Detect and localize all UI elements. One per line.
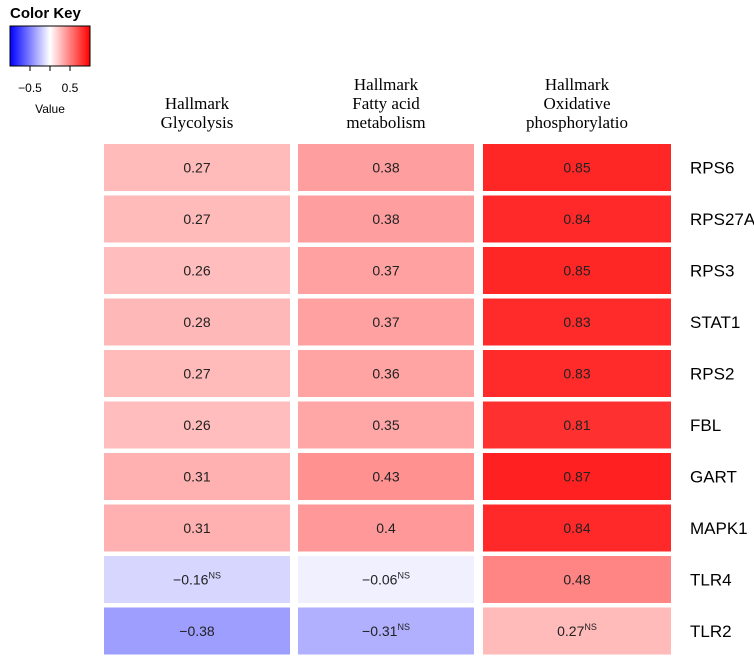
heatmap-cell (104, 298, 290, 346)
heatmap-cell (104, 607, 290, 655)
cell-value-label: 0.4 (376, 520, 396, 536)
heatmap-cell (104, 195, 290, 243)
heatmap-cell (298, 350, 474, 397)
cell-value-label: 0.36 (372, 366, 399, 382)
column-header-line: Hallmark (165, 94, 230, 113)
column-header-line: Oxidative (543, 94, 610, 113)
heatmap-cell (483, 350, 671, 397)
cell-significance-superscript: NS (208, 571, 221, 581)
color-key-value-label: Value (35, 102, 65, 116)
heatmap-cell (483, 247, 671, 294)
cell-value-label: 0.81 (563, 417, 590, 433)
cell-value-label: 0.26 (183, 417, 210, 433)
heatmap-cell (298, 453, 474, 500)
heatmap-cell (104, 504, 290, 552)
heatmap-cell (298, 195, 474, 243)
row-label: TLR2 (690, 622, 732, 641)
heatmap-cell (483, 453, 671, 500)
column-header-line: Hallmark (354, 75, 419, 94)
row-label: RPS2 (690, 365, 734, 384)
cell-value-label: 0.84 (563, 211, 590, 227)
row-label: RPS27A (690, 210, 754, 229)
heatmap-cell (104, 401, 290, 449)
color-key-gradient (9, 25, 91, 67)
cell-value-label: 0.48 (563, 572, 590, 588)
row-label: FBL (690, 416, 721, 435)
column-header-line: Hallmark (545, 75, 610, 94)
row-label: GART (690, 468, 737, 487)
cell-value-label: 0.27 (183, 211, 210, 227)
color-key-tick-label: 0.5 (62, 81, 79, 95)
color-key: Color Key −0.5 0.5 Value (9, 5, 91, 116)
cell-value-label: 0.27 (183, 160, 210, 176)
color-key-title: Color Key (10, 5, 82, 22)
cell-value-label: 0.35 (372, 417, 399, 433)
heatmap-cell (298, 247, 474, 294)
cell-value-label: 0.26 (183, 263, 210, 279)
cell-value-label: 0.38 (372, 160, 399, 176)
cell-value-label: 0.87 (563, 469, 590, 485)
cell-value-label: 0.31 (183, 520, 210, 536)
heatmap-cell (104, 247, 290, 294)
heatmap-cell (483, 298, 671, 346)
heatmap-cell (104, 453, 290, 500)
cell-value-label: 0.83 (563, 366, 590, 382)
cell-value-label: 0.43 (372, 469, 399, 485)
cell-value-label: 0.85 (563, 160, 590, 176)
heatmap-cell (483, 401, 671, 449)
color-key-tick-label: −0.5 (18, 81, 42, 95)
column-header-line: phosphorylatio (526, 113, 628, 132)
cell-value-label: 0.38 (372, 211, 399, 227)
column-header-line: Glycolysis (161, 113, 234, 132)
cell-value-label: 0.31 (183, 469, 210, 485)
heatmap-cell (298, 144, 474, 191)
heatmap-cell (298, 298, 474, 346)
cell-value-label: 0.83 (563, 314, 590, 330)
heatmap-cell (483, 556, 671, 603)
row-label: TLR4 (690, 571, 732, 590)
cell-value-label: 0.28 (183, 314, 210, 330)
cell-significance-superscript: NS (584, 622, 597, 632)
heatmap-cell (104, 144, 290, 191)
heatmap-cell (483, 504, 671, 552)
heatmap-cell (104, 556, 290, 603)
cell-value-label: 0.84 (563, 520, 590, 536)
row-label: RPS3 (690, 262, 734, 281)
heatmap-cell (298, 607, 474, 655)
cell-significance-superscript: NS (397, 571, 410, 581)
row-label: STAT1 (690, 313, 740, 332)
cell-value-label: 0.27 (183, 366, 210, 382)
heatmap-cell (104, 350, 290, 397)
column-header-line: metabolism (346, 113, 425, 132)
cell-value-label: 0.85 (563, 263, 590, 279)
heatmap-cell (483, 607, 671, 655)
heatmap-cell (483, 195, 671, 243)
heatmap-cell (298, 504, 474, 552)
cell-value-label: 0.37 (372, 263, 399, 279)
heatmap-cell (298, 401, 474, 449)
cell-value-label: 0.37 (372, 314, 399, 330)
row-label: MAPK1 (690, 519, 748, 538)
heatmap-cell (298, 556, 474, 603)
heatmap-cell (483, 144, 671, 191)
row-label: RPS6 (690, 159, 734, 178)
cell-significance-superscript: NS (397, 622, 410, 632)
column-header-line: Fatty acid (352, 94, 420, 113)
cell-value-label: −0.38 (179, 623, 215, 639)
